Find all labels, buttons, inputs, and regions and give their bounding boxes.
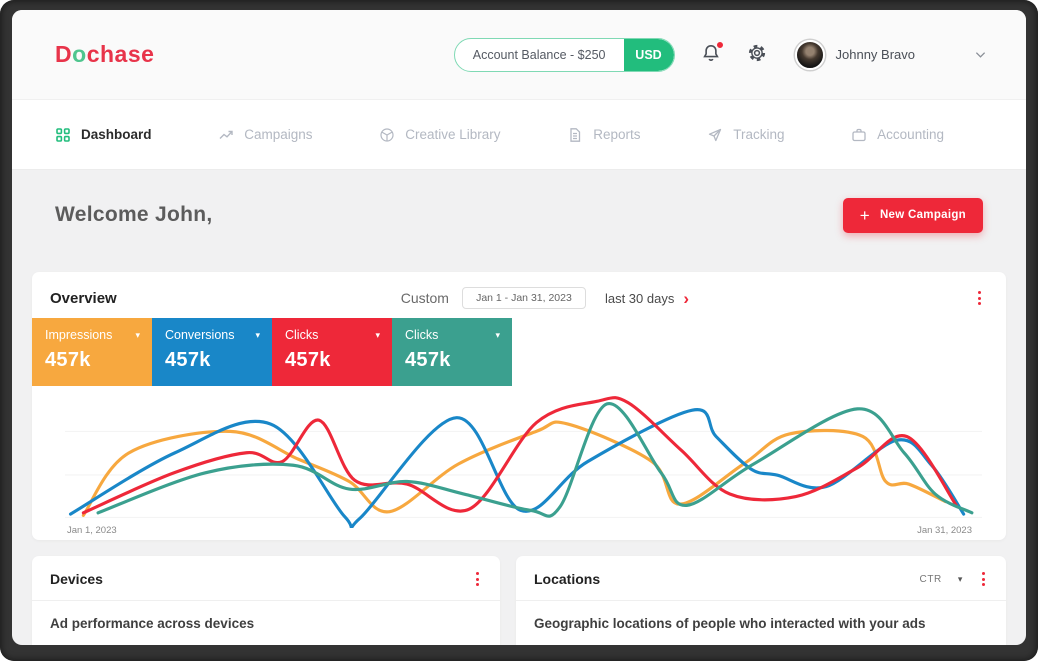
performance-chart: Jan 1, 2023 Jan 31, 2023	[65, 390, 982, 540]
x-axis-label-end: Jan 31, 2023	[917, 525, 972, 536]
locations-card: Locations CTR ▾ Geographic locations of …	[516, 556, 1006, 645]
chevron-down-icon[interactable]	[975, 46, 986, 64]
metric-value: 457k	[405, 349, 451, 371]
metric-tab-impressions-0[interactable]: Impressions ▾ 457k	[32, 318, 152, 386]
legend-item-mobile-phones: Mobile Phones	[50, 644, 148, 645]
custom-label: Custom	[400, 290, 449, 306]
nav-item-label: Tracking	[733, 127, 785, 142]
chart-line-1-conversions	[68, 408, 966, 528]
chevron-down-icon[interactable]: ▾	[135, 329, 140, 340]
chart-line-2-clicks	[81, 396, 958, 515]
overview-menu-button[interactable]	[973, 288, 986, 308]
currency-button[interactable]: USD	[623, 38, 674, 71]
main-nav: Dashboard Campaigns Creative Library Report…	[12, 100, 1026, 170]
locations-subtitle: Geographic locations of people who inter…	[534, 616, 926, 631]
nav-item-label: Creative Library	[405, 127, 501, 142]
kebab-icon	[978, 291, 981, 294]
nav-item-reports[interactable]: Reports	[567, 127, 641, 143]
chevron-down-icon[interactable]: ▾	[495, 329, 500, 340]
x-axis-label-start: Jan 1, 2023	[67, 525, 117, 536]
metric-label: Clicks	[405, 328, 439, 342]
nav-item-label: Reports	[593, 127, 641, 142]
app-header: Dochase Account Balance - $250 USD	[12, 10, 1026, 100]
cube-icon	[379, 127, 395, 143]
metric-tab-clicks-3[interactable]: Clicks ▾ 457k	[392, 318, 512, 386]
send-icon	[707, 127, 723, 143]
metric-tabs: Impressions ▾ 457k Conversions ▾ 457k Clicks ▾ 4…	[32, 318, 1006, 386]
date-range-input[interactable]	[461, 287, 586, 309]
devices-menu-button[interactable]	[471, 569, 484, 589]
report-icon	[567, 127, 583, 143]
locations-menu-button[interactable]	[977, 569, 990, 589]
metric-label: Conversions	[165, 328, 235, 342]
metric-value: 457k	[45, 349, 91, 371]
new-campaign-button[interactable]: + New Campaign	[842, 197, 983, 233]
date-range-controls: Custom last 30 days ›	[401, 287, 689, 309]
metric-tab-conversions-1[interactable]: Conversions ▾ 457k	[152, 318, 272, 386]
nav-item-dashboard[interactable]: Dashboard	[55, 127, 152, 143]
chevron-down-icon: ▾	[957, 573, 963, 584]
chevron-down-icon[interactable]: ▾	[375, 329, 380, 340]
nav-item-accounting[interactable]: Accounting	[851, 127, 944, 143]
notifications-button[interactable]	[701, 41, 724, 66]
quick-range-button[interactable]: last 30 days ›	[604, 288, 689, 308]
chevron-down-icon[interactable]: ▾	[255, 329, 260, 340]
balance-label: Account Balance - $250	[472, 47, 606, 62]
metric-value: 457k	[165, 349, 211, 371]
nav-item-label: Dashboard	[81, 127, 152, 142]
chart-line-0-impressions	[81, 420, 947, 517]
main-content: Welcome John, + New Campaign Overview Cu…	[12, 170, 1026, 645]
metric-label: Impressions	[45, 328, 113, 342]
devices-title: Devices	[50, 571, 103, 587]
devices-card: Devices Ad performance across devices Mo…	[32, 556, 500, 645]
nav-item-tracking[interactable]: Tracking	[707, 127, 784, 143]
chevron-right-icon: ›	[683, 288, 689, 308]
locations-title: Locations	[534, 571, 601, 587]
overview-title: Overview	[50, 289, 117, 307]
settings-button[interactable]	[747, 43, 767, 66]
welcome-section: Welcome John, + New Campaign	[32, 170, 1006, 260]
ctr-dropdown[interactable]: CTR ▾	[919, 573, 963, 585]
metric-value: 457k	[285, 349, 331, 371]
overview-card: Overview Custom last 30 days › Impressio…	[32, 272, 1006, 540]
devices-header: Devices	[32, 556, 500, 601]
nav-item-label: Accounting	[877, 127, 944, 142]
user-name: Johnny Bravo	[835, 47, 916, 62]
welcome-heading: Welcome John,	[55, 203, 213, 226]
trend-icon	[218, 127, 234, 143]
chart-line-3-clicks	[96, 402, 974, 518]
device-legend: Mobile PhonesTabletsLaptops	[32, 644, 500, 645]
user-menu[interactable]: Johnny Bravo	[794, 39, 987, 70]
grid-icon	[55, 127, 71, 143]
nav-item-creative-library[interactable]: Creative Library	[379, 127, 501, 143]
devices-subtitle: Ad performance across devices	[50, 616, 255, 631]
app-window: Dochase Account Balance - $250 USD	[12, 10, 1026, 645]
kebab-icon	[982, 572, 985, 575]
bottom-cards: Devices Ad performance across devices Mo…	[32, 556, 1006, 645]
notification-dot	[715, 41, 724, 49]
overview-header: Overview Custom last 30 days ›	[32, 272, 1006, 318]
avatar	[794, 39, 825, 70]
gear-icon	[747, 43, 767, 66]
plus-icon: +	[859, 205, 870, 225]
metric-label: Clicks	[285, 328, 319, 342]
bell-icon	[701, 43, 721, 66]
logo: Dochase	[55, 41, 155, 67]
locations-header: Locations CTR ▾	[516, 556, 1006, 601]
nav-item-campaigns[interactable]: Campaigns	[218, 127, 313, 143]
account-balance-pill[interactable]: Account Balance - $250 USD	[453, 37, 675, 72]
metric-tab-clicks-2[interactable]: Clicks ▾ 457k	[272, 318, 392, 386]
kebab-icon	[476, 572, 479, 575]
nav-item-label: Campaigns	[244, 127, 313, 142]
briefcase-icon	[851, 127, 867, 143]
phone-icon	[50, 644, 66, 645]
chart-canvas	[65, 396, 982, 528]
